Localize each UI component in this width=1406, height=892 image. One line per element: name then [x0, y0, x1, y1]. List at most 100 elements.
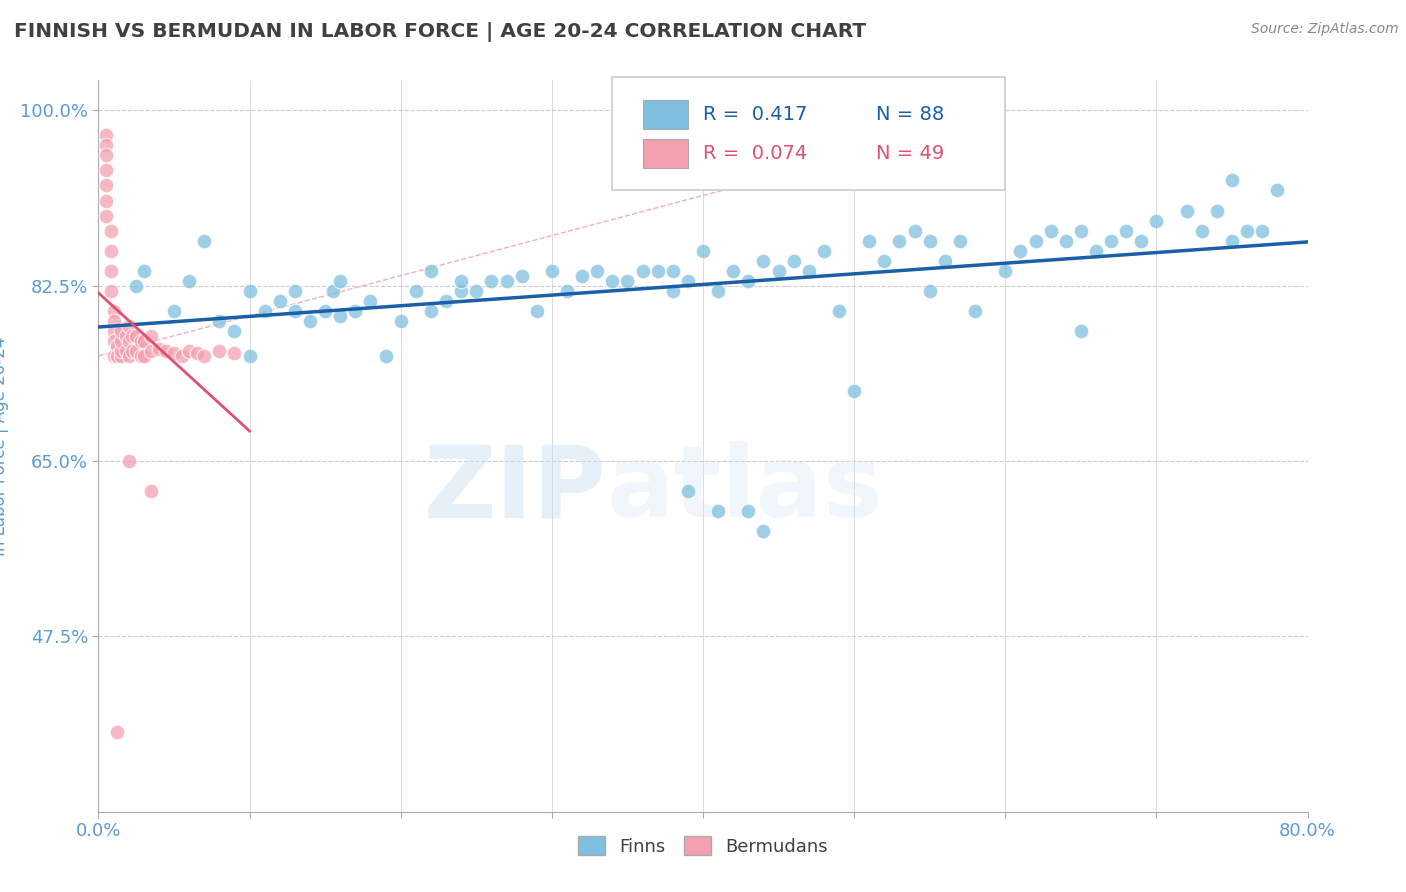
Point — [450, 284, 472, 298]
Point — [1099, 234, 1122, 248]
Point — [163, 303, 186, 318]
Point — [631, 263, 654, 277]
Point — [100, 284, 122, 298]
Point — [121, 328, 143, 343]
Point — [100, 244, 122, 258]
Point — [465, 284, 488, 298]
Point — [1251, 223, 1274, 237]
Point — [94, 128, 117, 143]
Point — [540, 263, 562, 277]
Point — [105, 349, 128, 363]
Point — [94, 138, 117, 153]
Point — [132, 334, 155, 348]
Point — [1010, 244, 1032, 258]
Point — [103, 324, 125, 338]
Point — [783, 253, 806, 268]
Point — [125, 278, 148, 293]
Point — [828, 303, 851, 318]
Point — [723, 263, 745, 277]
Point — [132, 349, 155, 363]
Point — [103, 314, 125, 328]
Point — [208, 343, 231, 358]
Point — [873, 253, 896, 268]
Point — [170, 349, 193, 363]
Point — [148, 342, 170, 356]
FancyBboxPatch shape — [643, 139, 689, 168]
Point — [1070, 324, 1092, 338]
FancyBboxPatch shape — [643, 100, 689, 129]
Point — [420, 263, 443, 277]
Point — [94, 194, 117, 208]
Point — [526, 303, 548, 318]
Point — [224, 346, 246, 360]
Point — [114, 328, 136, 343]
Point — [707, 504, 730, 518]
Point — [481, 274, 503, 288]
Text: N = 88: N = 88 — [876, 105, 945, 124]
Point — [179, 343, 201, 358]
Point — [329, 274, 352, 288]
Point — [193, 349, 215, 363]
Point — [141, 484, 163, 499]
Point — [299, 314, 322, 328]
Point — [94, 209, 117, 223]
Point — [141, 343, 163, 358]
Point — [344, 303, 367, 318]
Point — [110, 343, 132, 358]
Point — [1054, 234, 1077, 248]
FancyBboxPatch shape — [613, 77, 1005, 190]
Point — [949, 234, 972, 248]
Text: Source: ZipAtlas.com: Source: ZipAtlas.com — [1251, 22, 1399, 37]
Text: atlas: atlas — [606, 442, 883, 539]
Point — [420, 303, 443, 318]
Point — [752, 253, 775, 268]
Point — [110, 324, 132, 338]
Point — [676, 484, 699, 499]
Point — [405, 284, 427, 298]
Point — [495, 274, 517, 288]
Point — [94, 148, 117, 162]
Point — [186, 346, 208, 360]
Point — [434, 293, 457, 308]
Point — [1024, 234, 1046, 248]
Text: R =  0.417: R = 0.417 — [703, 105, 807, 124]
Point — [110, 334, 132, 348]
Point — [586, 263, 609, 277]
Point — [329, 309, 352, 323]
Point — [1220, 234, 1243, 248]
Point — [110, 349, 132, 363]
Point — [105, 339, 128, 353]
Point — [676, 274, 699, 288]
Point — [1070, 223, 1092, 237]
Point — [94, 178, 117, 193]
Point — [94, 163, 117, 178]
Point — [602, 274, 624, 288]
Point — [163, 346, 186, 360]
Point — [103, 349, 125, 363]
Point — [118, 318, 141, 333]
Point — [389, 314, 412, 328]
Point — [1144, 213, 1167, 227]
Point — [100, 223, 122, 237]
Point — [1236, 223, 1258, 237]
Point — [858, 234, 880, 248]
Point — [797, 263, 820, 277]
Point — [1130, 234, 1153, 248]
Text: ZIP: ZIP — [423, 442, 606, 539]
Point — [224, 324, 246, 338]
Point — [1267, 184, 1289, 198]
Point — [239, 284, 262, 298]
Point — [118, 334, 141, 348]
Point — [1191, 223, 1213, 237]
Point — [768, 263, 790, 277]
Point — [121, 343, 143, 358]
Point — [129, 349, 152, 363]
Point — [616, 274, 638, 288]
Point — [737, 274, 759, 288]
Point — [737, 504, 759, 518]
Point — [844, 384, 866, 398]
Point — [132, 263, 155, 277]
Point — [1039, 223, 1062, 237]
Point — [314, 303, 336, 318]
Point — [692, 244, 714, 258]
